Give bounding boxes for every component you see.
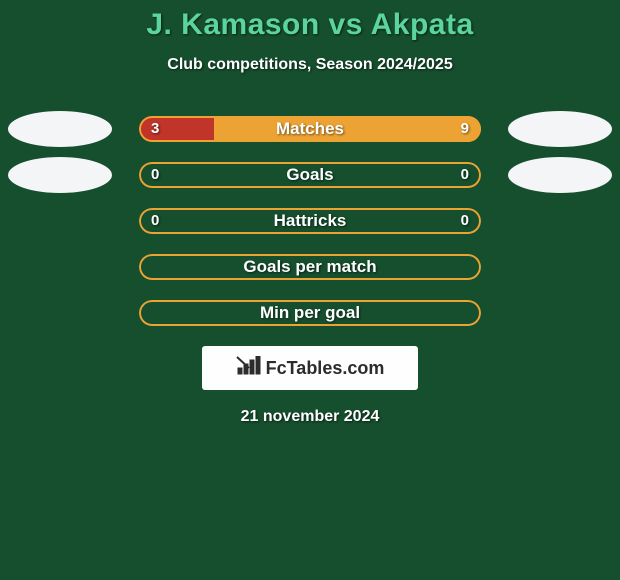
stat-row: 39Matches xyxy=(0,116,620,142)
stat-bar-border xyxy=(139,300,481,326)
brand-text: FcTables.com xyxy=(266,358,385,379)
stat-bar: 0 0Hattricks xyxy=(139,208,481,234)
stat-label: Hattricks xyxy=(139,208,481,234)
subtitle: Club competitions, Season 2024/2025 xyxy=(0,56,620,74)
bar-chart-icon xyxy=(236,356,262,381)
stat-row: 0 0Goals xyxy=(0,162,620,188)
stat-value-right: 0 xyxy=(461,208,469,234)
stat-bar-left-fill xyxy=(139,116,214,142)
stat-bar-border xyxy=(139,254,481,280)
stat-bar: 0 0Goals xyxy=(139,162,481,188)
page-title: J. Kamason vs Akpata xyxy=(0,8,620,42)
stat-label: Goals xyxy=(139,162,481,188)
player-avatar-right xyxy=(508,111,612,147)
player-avatar-left xyxy=(8,111,112,147)
player-avatar-right xyxy=(508,157,612,193)
stat-label: Min per goal xyxy=(139,300,481,326)
stat-bar-border xyxy=(139,208,481,234)
footer-date: 21 november 2024 xyxy=(0,408,620,426)
stat-rows: 39Matches00Goals00HattricksGoals per mat… xyxy=(0,116,620,326)
stat-bar-right-fill xyxy=(214,116,481,142)
comparison-canvas: J. Kamason vs Akpata Club competitions, … xyxy=(0,0,620,580)
stat-bar-border xyxy=(139,162,481,188)
stat-row: Min per goal xyxy=(0,300,620,326)
stat-value-right: 0 xyxy=(461,162,469,188)
stat-value-left: 0 xyxy=(151,208,159,234)
player-avatar-left xyxy=(8,157,112,193)
stat-row: 0 0Hattricks xyxy=(0,208,620,234)
stat-row: Goals per match xyxy=(0,254,620,280)
stat-bar: Goals per match xyxy=(139,254,481,280)
stat-bar: 39Matches xyxy=(139,116,481,142)
stat-label: Goals per match xyxy=(139,254,481,280)
stat-value-left: 0 xyxy=(151,162,159,188)
stat-bar: Min per goal xyxy=(139,300,481,326)
brand-badge[interactable]: FcTables.com xyxy=(202,346,418,390)
